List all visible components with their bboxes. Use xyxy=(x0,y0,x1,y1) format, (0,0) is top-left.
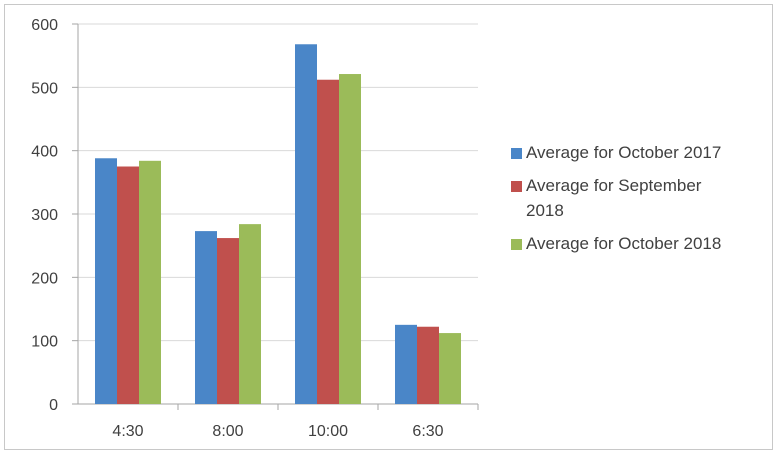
y-tick-label: 400 xyxy=(31,144,58,161)
legend-item-oct-2018: Average for October 2018 xyxy=(508,231,768,256)
bars xyxy=(95,44,461,405)
bar-1000-series-0 xyxy=(295,44,317,405)
bar-430-series-2 xyxy=(139,160,161,404)
x-tick-label: 4:30 xyxy=(112,423,143,440)
bar-800-series-1 xyxy=(217,238,239,404)
x-tick-label: 10:00 xyxy=(308,423,348,440)
legend-label: Average for October 2017 xyxy=(526,143,722,162)
legend-item-oct-2017: Average for October 2017 xyxy=(508,140,768,165)
legend-label: Average for September 2018 xyxy=(526,176,702,220)
legend-item-sep-2018: Average for September 2018 xyxy=(508,173,741,223)
legend-swatch xyxy=(511,148,522,159)
tick-labels: 0 100 200 300 400 500 600 4:30 8:00 10:00 6:30 xyxy=(31,17,443,440)
bar-630-series-2 xyxy=(439,333,461,404)
bar-800-series-2 xyxy=(239,224,261,404)
y-tick-label: 300 xyxy=(31,207,58,224)
y-tick-label: 600 xyxy=(31,17,58,34)
bar-430-series-0 xyxy=(95,158,117,404)
bar-1000-series-2 xyxy=(339,74,361,405)
y-tick-label: 0 xyxy=(49,397,58,414)
bar-800-series-0 xyxy=(195,231,217,404)
y-tick-label: 500 xyxy=(31,80,58,97)
bar-630-series-1 xyxy=(417,326,439,404)
bar-430-series-1 xyxy=(117,166,139,404)
legend-swatch xyxy=(511,181,522,192)
bar-630-series-0 xyxy=(395,324,417,404)
legend: Average for October 2017 Average for Sep… xyxy=(508,140,768,264)
legend-label: Average for October 2018 xyxy=(526,234,722,253)
y-tick-label: 200 xyxy=(31,270,58,287)
legend-swatch xyxy=(511,239,522,250)
x-tick-label: 6:30 xyxy=(412,423,443,440)
y-tick-label: 100 xyxy=(31,334,58,351)
bar-1000-series-1 xyxy=(317,79,339,404)
x-tick-label: 8:00 xyxy=(212,423,243,440)
